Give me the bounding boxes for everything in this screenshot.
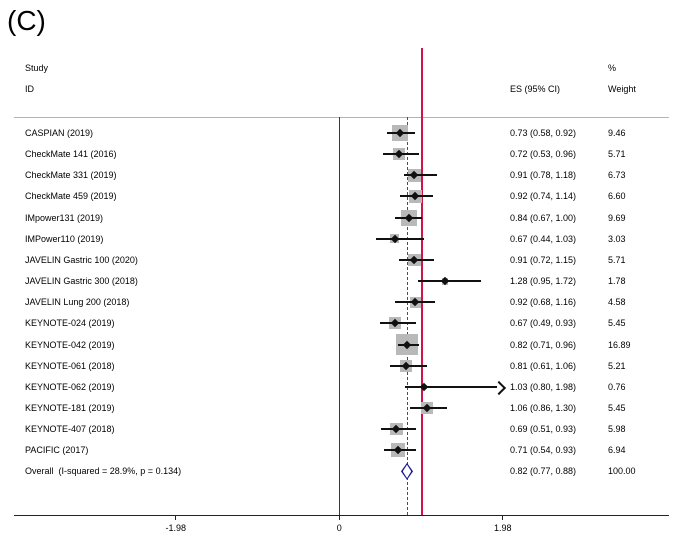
study-label: CASPIAN (2019) bbox=[25, 128, 94, 138]
weight-value: 5.21 bbox=[608, 360, 626, 371]
column-header-weight: Weight bbox=[608, 84, 636, 94]
es-ci-value: 0.72 (0.53, 0.96) bbox=[510, 149, 577, 160]
x-axis-line bbox=[14, 515, 669, 517]
overall-weight-value: 100.00 bbox=[608, 466, 636, 477]
weight-value: 3.03 bbox=[608, 233, 626, 244]
confidence-interval-line bbox=[403, 174, 437, 177]
study-label: JAVELIN Gastric 100 (2020) bbox=[25, 254, 138, 265]
study-label: KEYNOTE-181 (2019) bbox=[25, 402, 115, 413]
x-axis-tick bbox=[502, 516, 504, 520]
weight-value: 5.71 bbox=[608, 254, 626, 265]
weight-value: 5.98 bbox=[608, 424, 626, 435]
weight-value: 6.60 bbox=[608, 191, 626, 202]
es-ci-value: 0.67 (0.44, 1.03) bbox=[510, 233, 577, 244]
zero-axis-line bbox=[338, 117, 340, 515]
x-axis-tick-label: -1.98 bbox=[165, 523, 187, 533]
es-ci-value: 0.92 (0.74, 1.14) bbox=[510, 191, 577, 202]
study-label: PACIFIC (2017) bbox=[25, 445, 89, 456]
ci-clipped-arrowhead bbox=[491, 380, 506, 395]
study-label: KEYNOTE-062 (2019) bbox=[25, 381, 115, 392]
confidence-interval-line bbox=[405, 385, 497, 388]
overall-diamond-fill bbox=[402, 464, 412, 479]
study-label: CheckMate 141 (2016) bbox=[25, 149, 117, 160]
x-axis-tick bbox=[338, 516, 340, 520]
overall-estimate-dashed-line bbox=[406, 117, 408, 515]
weight-value: 6.94 bbox=[608, 445, 626, 456]
es-ci-value: 0.82 (0.71, 0.96) bbox=[510, 339, 577, 350]
study-label: KEYNOTE-042 (2019) bbox=[25, 339, 115, 350]
panel-label: (C) bbox=[7, 5, 46, 36]
weight-value: 16.89 bbox=[608, 339, 631, 350]
weight-value: 5.45 bbox=[608, 402, 626, 413]
x-axis-tick bbox=[175, 516, 177, 520]
study-label: CheckMate 459 (2019) bbox=[25, 191, 117, 202]
es-ci-value: 0.91 (0.78, 1.18) bbox=[510, 170, 577, 181]
confidence-interval-line bbox=[417, 280, 482, 283]
weight-value: 9.69 bbox=[608, 212, 626, 223]
es-ci-value: 0.81 (0.61, 1.06) bbox=[510, 360, 577, 371]
overall-diamond bbox=[400, 462, 414, 480]
header-separator-line bbox=[14, 117, 669, 118]
weight-value: 6.73 bbox=[608, 170, 626, 181]
es-ci-value: 1.06 (0.86, 1.30) bbox=[510, 402, 577, 413]
study-label: IMpower131 (2019) bbox=[25, 212, 104, 223]
es-ci-value: 0.73 (0.58, 0.92) bbox=[510, 128, 577, 138]
weight-value: 0.76 bbox=[608, 381, 626, 392]
study-label: JAVELIN Lung 200 (2018) bbox=[25, 297, 130, 308]
es-ci-value: 0.92 (0.68, 1.16) bbox=[510, 297, 577, 308]
es-ci-value: 0.71 (0.54, 0.93) bbox=[510, 445, 577, 456]
es-ci-value: 1.28 (0.95, 1.72) bbox=[510, 276, 577, 287]
weight-value: 5.71 bbox=[608, 149, 626, 160]
es-ci-value: 1.03 (0.80, 1.98) bbox=[510, 381, 577, 392]
x-axis-tick-label: 1.98 bbox=[494, 523, 512, 533]
es-ci-value: 0.91 (0.72, 1.15) bbox=[510, 254, 577, 265]
study-label: KEYNOTE-024 (2019) bbox=[25, 318, 115, 329]
es-ci-value: 0.69 (0.51, 0.93) bbox=[510, 424, 577, 435]
overall-label: Overall (I-squared = 28.9%, p = 0.134) bbox=[25, 466, 182, 477]
overall-es-ci-value: 0.82 (0.77, 0.88) bbox=[510, 466, 577, 477]
column-header-study: Study bbox=[25, 63, 49, 73]
column-header-id: ID bbox=[25, 84, 34, 94]
x-axis-tick-label: 0 bbox=[336, 523, 342, 533]
weight-value: 4.58 bbox=[608, 297, 626, 308]
study-label: CheckMate 331 (2019) bbox=[25, 170, 117, 181]
study-label: KEYNOTE-407 (2018) bbox=[25, 424, 115, 435]
study-label: KEYNOTE-061 (2018) bbox=[25, 360, 115, 371]
weight-value: 5.45 bbox=[608, 318, 626, 329]
weight-value: 9.46 bbox=[608, 128, 626, 138]
study-label: IMPower110 (2019) bbox=[25, 233, 104, 244]
study-label: JAVELIN Gastric 300 (2018) bbox=[25, 276, 138, 287]
weight-value: 1.78 bbox=[608, 276, 626, 287]
confidence-interval-line bbox=[375, 237, 425, 240]
column-header-es-ci: ES (95% CI) bbox=[510, 84, 561, 94]
es-ci-value: 0.67 (0.49, 0.93) bbox=[510, 318, 577, 329]
column-header-pct: % bbox=[608, 63, 617, 73]
es-ci-value: 0.84 (0.67, 1.00) bbox=[510, 212, 577, 223]
